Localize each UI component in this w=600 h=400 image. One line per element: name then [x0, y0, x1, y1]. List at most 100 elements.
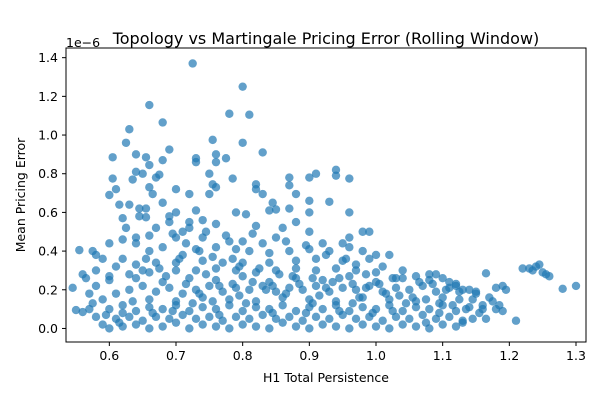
data-point: [378, 262, 387, 271]
data-point: [281, 237, 291, 246]
data-point: [68, 283, 77, 293]
data-point: [161, 272, 171, 281]
data-point: [251, 302, 261, 312]
data-point: [291, 264, 301, 273]
data-point: [131, 260, 141, 269]
data-point: [285, 204, 294, 213]
data-point: [391, 283, 401, 293]
data-point: [285, 312, 294, 322]
data-point: [208, 297, 217, 306]
data-point: [185, 223, 194, 233]
data-point: [518, 264, 527, 273]
data-point: [135, 204, 144, 213]
y-tick-label: 0.0: [38, 321, 58, 336]
data-point: [145, 324, 154, 333]
data-point: [361, 283, 371, 293]
data-point: [188, 299, 197, 308]
data-point: [91, 266, 101, 275]
data-point: [145, 295, 154, 304]
data-point: [198, 215, 207, 225]
data-point: [221, 231, 231, 240]
data-point: [108, 174, 117, 183]
data-point: [141, 204, 151, 213]
data-point: [465, 285, 474, 294]
data-point: [351, 260, 361, 269]
data-point: [358, 302, 367, 312]
data-point: [231, 312, 241, 322]
data-point: [295, 279, 304, 289]
data-point: [408, 293, 417, 302]
y-tick-label: 1.4: [38, 50, 58, 65]
data-point: [98, 295, 107, 304]
data-point: [385, 250, 394, 260]
data-point: [268, 198, 277, 207]
data-point: [461, 304, 471, 314]
data-point: [435, 299, 444, 308]
data-point: [171, 185, 181, 194]
data-point: [211, 243, 221, 252]
y-tick-label: 0.2: [38, 282, 58, 297]
data-point: [245, 285, 254, 294]
data-point: [258, 189, 267, 199]
data-point: [345, 243, 354, 252]
data-point: [288, 272, 297, 281]
y-tick-label: 0.4: [38, 244, 58, 259]
data-point: [318, 275, 327, 285]
data-point: [345, 306, 354, 316]
data-point: [118, 254, 127, 264]
data-point: [181, 279, 191, 289]
data-point: [185, 217, 194, 227]
data-point: [315, 291, 324, 300]
data-point: [215, 310, 224, 320]
data-point: [365, 227, 374, 236]
data-point: [285, 246, 294, 256]
data-point: [421, 318, 431, 327]
data-point: [395, 291, 404, 300]
data-point: [205, 312, 214, 322]
data-point: [145, 160, 154, 170]
data-point: [101, 310, 111, 320]
data-point: [175, 254, 184, 264]
data-point: [118, 214, 127, 223]
data-point: [468, 314, 477, 323]
data-point: [425, 304, 434, 314]
data-point: [145, 183, 154, 192]
data-point: [158, 198, 167, 207]
data-point: [458, 316, 467, 325]
data-point: [398, 266, 407, 275]
data-point: [571, 281, 581, 291]
data-point: [265, 258, 274, 267]
data-point: [415, 277, 424, 287]
data-point: [331, 165, 341, 175]
data-point: [185, 324, 194, 333]
data-point: [158, 322, 167, 331]
data-point: [381, 289, 391, 298]
data-point: [331, 264, 341, 273]
data-point: [165, 212, 174, 221]
data-point: [261, 285, 271, 294]
data-point: [371, 250, 381, 260]
data-point: [418, 310, 427, 320]
data-point: [141, 153, 151, 162]
data-point: [325, 197, 334, 206]
data-point: [138, 266, 147, 275]
data-point: [431, 270, 441, 279]
data-point: [158, 304, 167, 314]
data-point: [211, 150, 221, 159]
data-point: [511, 316, 521, 325]
data-point: [211, 264, 221, 273]
data-point: [131, 233, 141, 242]
data-point: [138, 281, 147, 291]
y-tick-label: 1.0: [38, 128, 58, 143]
x-tick-label: 0.8: [233, 348, 253, 363]
data-point: [171, 208, 181, 217]
data-point: [225, 324, 234, 333]
data-point: [318, 239, 327, 248]
data-point: [145, 268, 154, 277]
data-point: [191, 314, 201, 323]
data-point: [235, 262, 244, 271]
data-point: [388, 306, 397, 316]
data-point: [475, 308, 484, 318]
data-point: [265, 206, 274, 215]
data-point: [291, 256, 301, 265]
